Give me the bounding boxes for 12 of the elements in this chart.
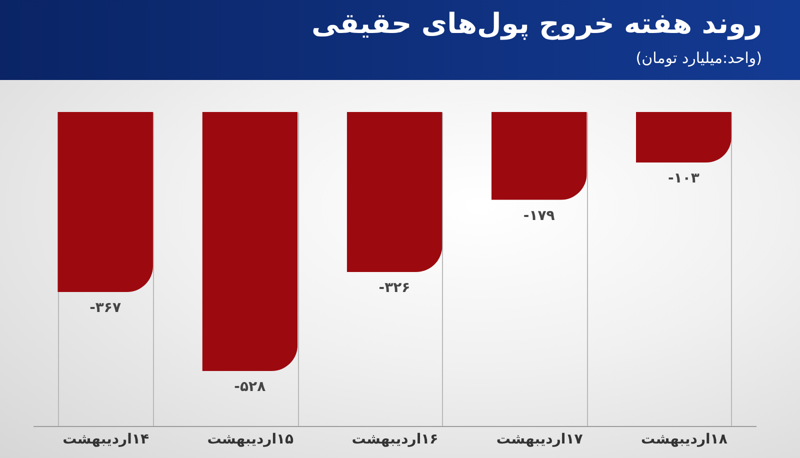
x-tick-label: ۱۴اردیبهشت [62, 432, 150, 448]
data-label: -۵۲۸ [234, 379, 266, 396]
x-tick-label: ۱۵اردیبهشت [207, 432, 294, 448]
data-label: -۳۶۷ [90, 300, 122, 316]
x-tick-label: ۱۷اردیبهشت [496, 432, 584, 448]
chart-title: روند هفته خروج پول‌های حقیقی [311, 7, 762, 40]
data-label: -۱۷۹ [523, 208, 556, 224]
x-tick-label: ۱۸اردیبهشت [640, 432, 728, 448]
data-label: -۱۰۳ [668, 170, 700, 187]
x-tick-label: ۱۶اردیبهشت [352, 432, 438, 448]
chart-subtitle: (واحد:میلیارد تومان) [636, 49, 762, 67]
data-label: -۳۲۶ [378, 280, 410, 296]
